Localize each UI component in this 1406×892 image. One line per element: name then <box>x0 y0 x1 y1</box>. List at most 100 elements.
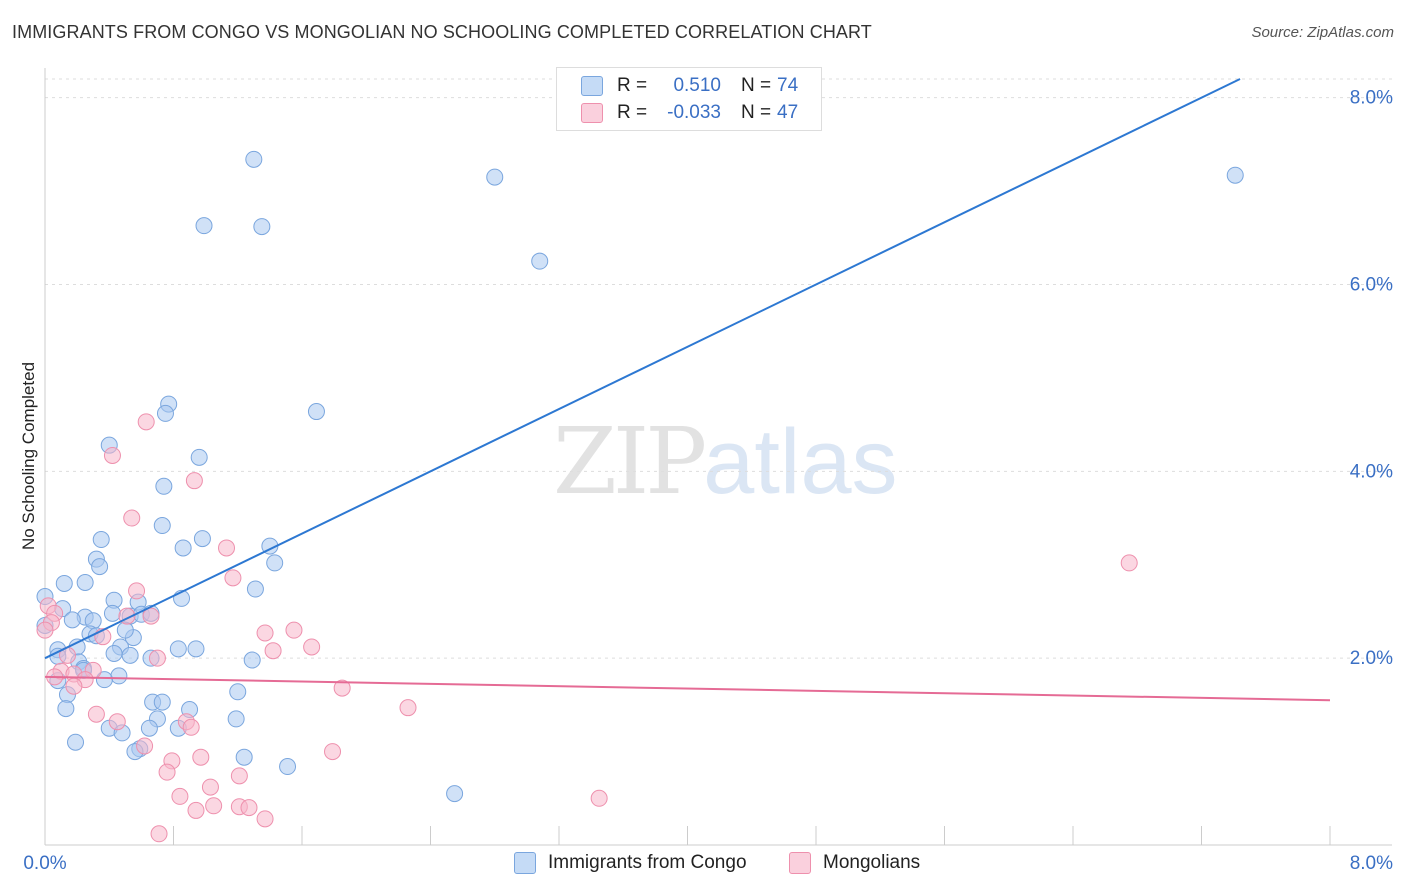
legend-row-congo: R = 0.510 N = 74 <box>581 73 798 99</box>
congo-point <box>193 530 211 548</box>
legend-swatch-congo <box>581 76 603 96</box>
mongolian-point <box>218 539 236 557</box>
mongolian-point <box>136 737 154 755</box>
legend-row-mongolians: R = -0.033 N = 47 <box>581 100 798 126</box>
congo-point <box>121 646 139 664</box>
mongolian-point <box>303 638 321 656</box>
congo-point <box>155 477 173 495</box>
congo-point <box>103 604 121 622</box>
legend-n-value: 74 <box>777 75 799 96</box>
congo-point <box>116 621 134 639</box>
mongolian-point <box>65 677 83 695</box>
legend-n-label: N = <box>741 75 772 96</box>
mongolian-point <box>150 825 168 843</box>
mongolian-point <box>171 787 189 805</box>
congo-point <box>92 531 110 549</box>
bottom-legend-label-congo: Immigrants from Congo <box>548 852 747 873</box>
bottom-legend-swatch-congo <box>514 852 536 874</box>
mongolian-point <box>128 582 146 600</box>
congo-point <box>187 640 205 658</box>
mongolian-point <box>333 679 351 697</box>
mongolian-point <box>103 446 121 464</box>
mongolian-point <box>182 718 200 736</box>
congo-point <box>156 404 174 422</box>
congo-point <box>95 671 113 689</box>
congo-point <box>140 719 158 737</box>
congo-point <box>110 667 128 685</box>
mongolian-point <box>264 642 282 660</box>
mongolian-point <box>205 797 223 815</box>
congo-point <box>307 403 325 421</box>
congo-point <box>1226 166 1244 184</box>
congo-point <box>153 517 171 535</box>
congo-point <box>169 640 187 658</box>
chart-title: IMMIGRANTS FROM CONGO VS MONGOLIAN NO SC… <box>12 22 872 42</box>
mongolian-point <box>399 699 417 717</box>
congo-point <box>55 574 73 592</box>
mongolian-point <box>123 509 141 527</box>
correlation-legend: R = 0.510 N = 74 R = -0.033 N = 47 <box>556 67 822 131</box>
legend-r-label: R = <box>617 102 648 123</box>
congo-point <box>91 558 109 576</box>
legend-r-value: -0.033 <box>667 102 721 123</box>
mongolian-point <box>590 789 608 807</box>
legend-r-label: R = <box>617 75 648 96</box>
y-tick-label: 4.0% <box>1350 461 1393 482</box>
x-tick-label: 8.0% <box>1350 853 1393 874</box>
mongolian-point <box>142 607 160 625</box>
congo-point <box>67 733 85 751</box>
congo-point <box>279 758 297 776</box>
legend-swatch-mongolians <box>581 103 603 123</box>
congo-point <box>190 448 208 466</box>
congo-point <box>63 611 81 629</box>
bottom-legend-label-mongolians: Mongolians <box>823 852 921 873</box>
congo-point <box>246 580 264 598</box>
congo-point <box>57 700 75 718</box>
bottom-legend-mongolians: Mongolians <box>789 852 920 874</box>
mongolian-point <box>201 778 219 796</box>
congo-point <box>531 252 549 270</box>
congo-point <box>243 651 261 669</box>
congo-point <box>486 168 504 186</box>
congo-point <box>253 218 271 236</box>
bottom-legend-swatch-mongolians <box>789 852 811 874</box>
mongolian-point <box>224 569 242 587</box>
source-label: Source: ZipAtlas.com <box>1251 24 1394 41</box>
y-tick-label: 6.0% <box>1350 275 1393 296</box>
mongolian-point <box>187 801 205 819</box>
mongolian-point <box>192 748 210 766</box>
mongolian-point <box>36 621 54 639</box>
mongolian-point <box>158 763 176 781</box>
congo-point <box>195 217 213 235</box>
congo-point <box>153 693 171 711</box>
legend-n-value: 47 <box>777 102 799 123</box>
congo-point <box>229 683 247 701</box>
mongolian-point <box>108 713 126 731</box>
mongolian-point <box>1120 554 1138 572</box>
mongolian-point <box>285 621 303 639</box>
congo-point <box>235 748 253 766</box>
mongolian-point <box>230 767 248 785</box>
mongolian-point <box>256 624 274 642</box>
mongolian-point <box>148 649 166 667</box>
x-tick-label: 0.0% <box>23 853 66 874</box>
congo-point <box>76 574 94 592</box>
legend-n-label: N = <box>741 102 772 123</box>
mongolian-point <box>185 472 203 490</box>
mongolian-point <box>324 743 342 761</box>
congo-point <box>446 785 464 803</box>
mongolian-point <box>240 799 258 817</box>
legend-r-value: 0.510 <box>673 75 721 96</box>
y-tick-label: 8.0% <box>1350 88 1393 109</box>
congo-point <box>174 539 192 557</box>
y-tick-label: 2.0% <box>1350 648 1393 669</box>
congo-point <box>227 710 245 728</box>
mongolian-trend-line <box>44 675 1331 702</box>
mongolian-point <box>256 810 274 828</box>
mongolian-point <box>137 413 155 431</box>
congo-point <box>105 645 123 662</box>
congo-point <box>266 554 284 572</box>
congo-point <box>245 150 263 168</box>
mongolian-point <box>87 705 105 723</box>
